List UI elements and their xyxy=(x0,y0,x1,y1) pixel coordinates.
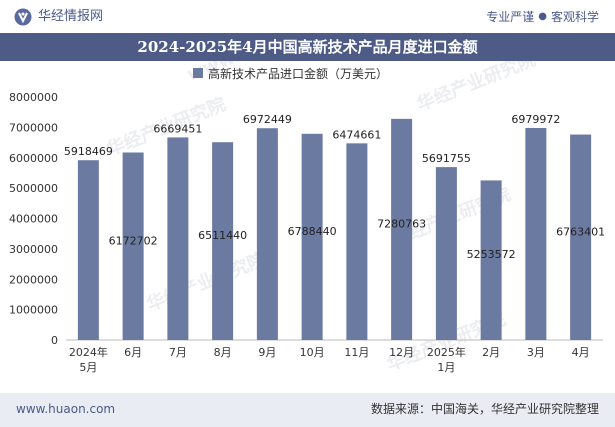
huajing-logo-icon xyxy=(14,8,32,26)
chart-title: 2024-2025年4月中国高新技术产品月度进口金额 xyxy=(137,38,478,56)
data-label: 6972449 xyxy=(243,113,292,126)
x-tick-label: 2月 xyxy=(482,346,500,359)
data-label: 6669451 xyxy=(153,122,202,135)
brand-name: 华经情报网 xyxy=(38,9,104,24)
bar xyxy=(122,152,144,340)
legend: 高新技术产品进口金额（万美元） xyxy=(193,66,388,81)
legend-label: 高新技术产品进口金额（万美元） xyxy=(208,66,388,81)
bar xyxy=(256,128,278,340)
tagline-left: 专业严谨 xyxy=(486,10,535,24)
x-tick-label: 1月 xyxy=(437,361,455,374)
watermark-text: 华经产业研究院 xyxy=(414,61,539,116)
legend-swatch xyxy=(193,68,203,78)
data-label: 6511440 xyxy=(198,229,247,242)
y-tick-label: 3000000 xyxy=(9,243,58,256)
watermark-text: 华经产业研究院 xyxy=(144,248,269,316)
data-label: 7280763 xyxy=(377,217,426,230)
bar xyxy=(77,160,99,340)
y-tick-label: 1000000 xyxy=(9,304,58,317)
title-bar: 2024-2025年4月中国高新技术产品月度进口金额 xyxy=(0,33,615,61)
y-tick-label: 6000000 xyxy=(9,152,58,165)
x-tick-label: 7月 xyxy=(169,346,187,359)
x-tick-label: 5月 xyxy=(79,361,97,374)
x-tick-label: 9月 xyxy=(258,346,276,359)
y-tick-label: 8000000 xyxy=(9,91,58,104)
x-tick-label: 8月 xyxy=(214,346,232,359)
bar xyxy=(167,137,189,340)
data-label: 6788440 xyxy=(288,225,337,238)
x-tick-label: 4月 xyxy=(572,346,590,359)
data-label: 6172702 xyxy=(109,234,158,247)
x-tick-label: 11月 xyxy=(344,346,369,359)
bar xyxy=(391,118,413,340)
bar xyxy=(525,127,547,340)
footer: www.huaon.com 数据来源：中国海关，华经产业研究院整理 xyxy=(0,393,615,427)
y-axis: 0 1000000 2000000 3000000 4000000 5000000 6000… xyxy=(9,91,603,347)
bars xyxy=(77,118,592,340)
website-link[interactable]: www.huaon.com xyxy=(16,402,116,416)
x-tick-label: 2025年 xyxy=(427,345,466,359)
tagline-right: 客观科学 xyxy=(550,10,599,24)
brand[interactable]: 华经情报网 xyxy=(14,8,103,26)
x-axis-labels: 2024年 5月 6月 7月 8月 9月 10月 11月 12月 2025年 1月 2月 3月 4月 xyxy=(69,345,590,374)
data-source: 数据来源：中国海关，华经产业研究院整理 xyxy=(370,402,599,416)
x-tick-label: 3月 xyxy=(527,346,545,359)
value-labels: 5918469 6172702 6669451 6511440 6972449 67884… xyxy=(64,113,605,261)
bar xyxy=(212,142,234,340)
y-tick-label: 7000000 xyxy=(9,121,58,134)
data-label: 6474661 xyxy=(332,128,381,141)
bar xyxy=(346,143,368,340)
y-tick-label: 2000000 xyxy=(9,273,58,286)
bar xyxy=(570,134,592,340)
x-tick-label: 2024年 xyxy=(69,345,108,359)
bar xyxy=(480,180,502,340)
data-label: 5253572 xyxy=(467,248,516,261)
bar xyxy=(435,167,457,340)
separator-dot-icon: ● xyxy=(538,11,547,22)
bar-chart: 华经产业研究院华经产业研究院华经产业研究院华经产业研究院华经产业研究院www.h… xyxy=(9,61,605,376)
x-tick-label: 10月 xyxy=(300,346,325,359)
x-tick-label: 6月 xyxy=(124,346,142,359)
tagline: 专业严谨 ● 客观科学 xyxy=(486,9,599,25)
data-label: 6979972 xyxy=(511,113,560,126)
top-bar: 华经情报网 专业严谨 ● 客观科学 xyxy=(0,0,615,33)
bar xyxy=(301,133,323,340)
data-label: 6763401 xyxy=(556,225,605,238)
x-tick-label: 12月 xyxy=(389,346,414,359)
data-label: 5918469 xyxy=(64,145,113,158)
y-tick-label: 5000000 xyxy=(9,182,58,195)
data-label: 5691755 xyxy=(422,152,471,165)
y-tick-label: 0 xyxy=(51,334,58,347)
y-tick-label: 4000000 xyxy=(9,213,58,226)
